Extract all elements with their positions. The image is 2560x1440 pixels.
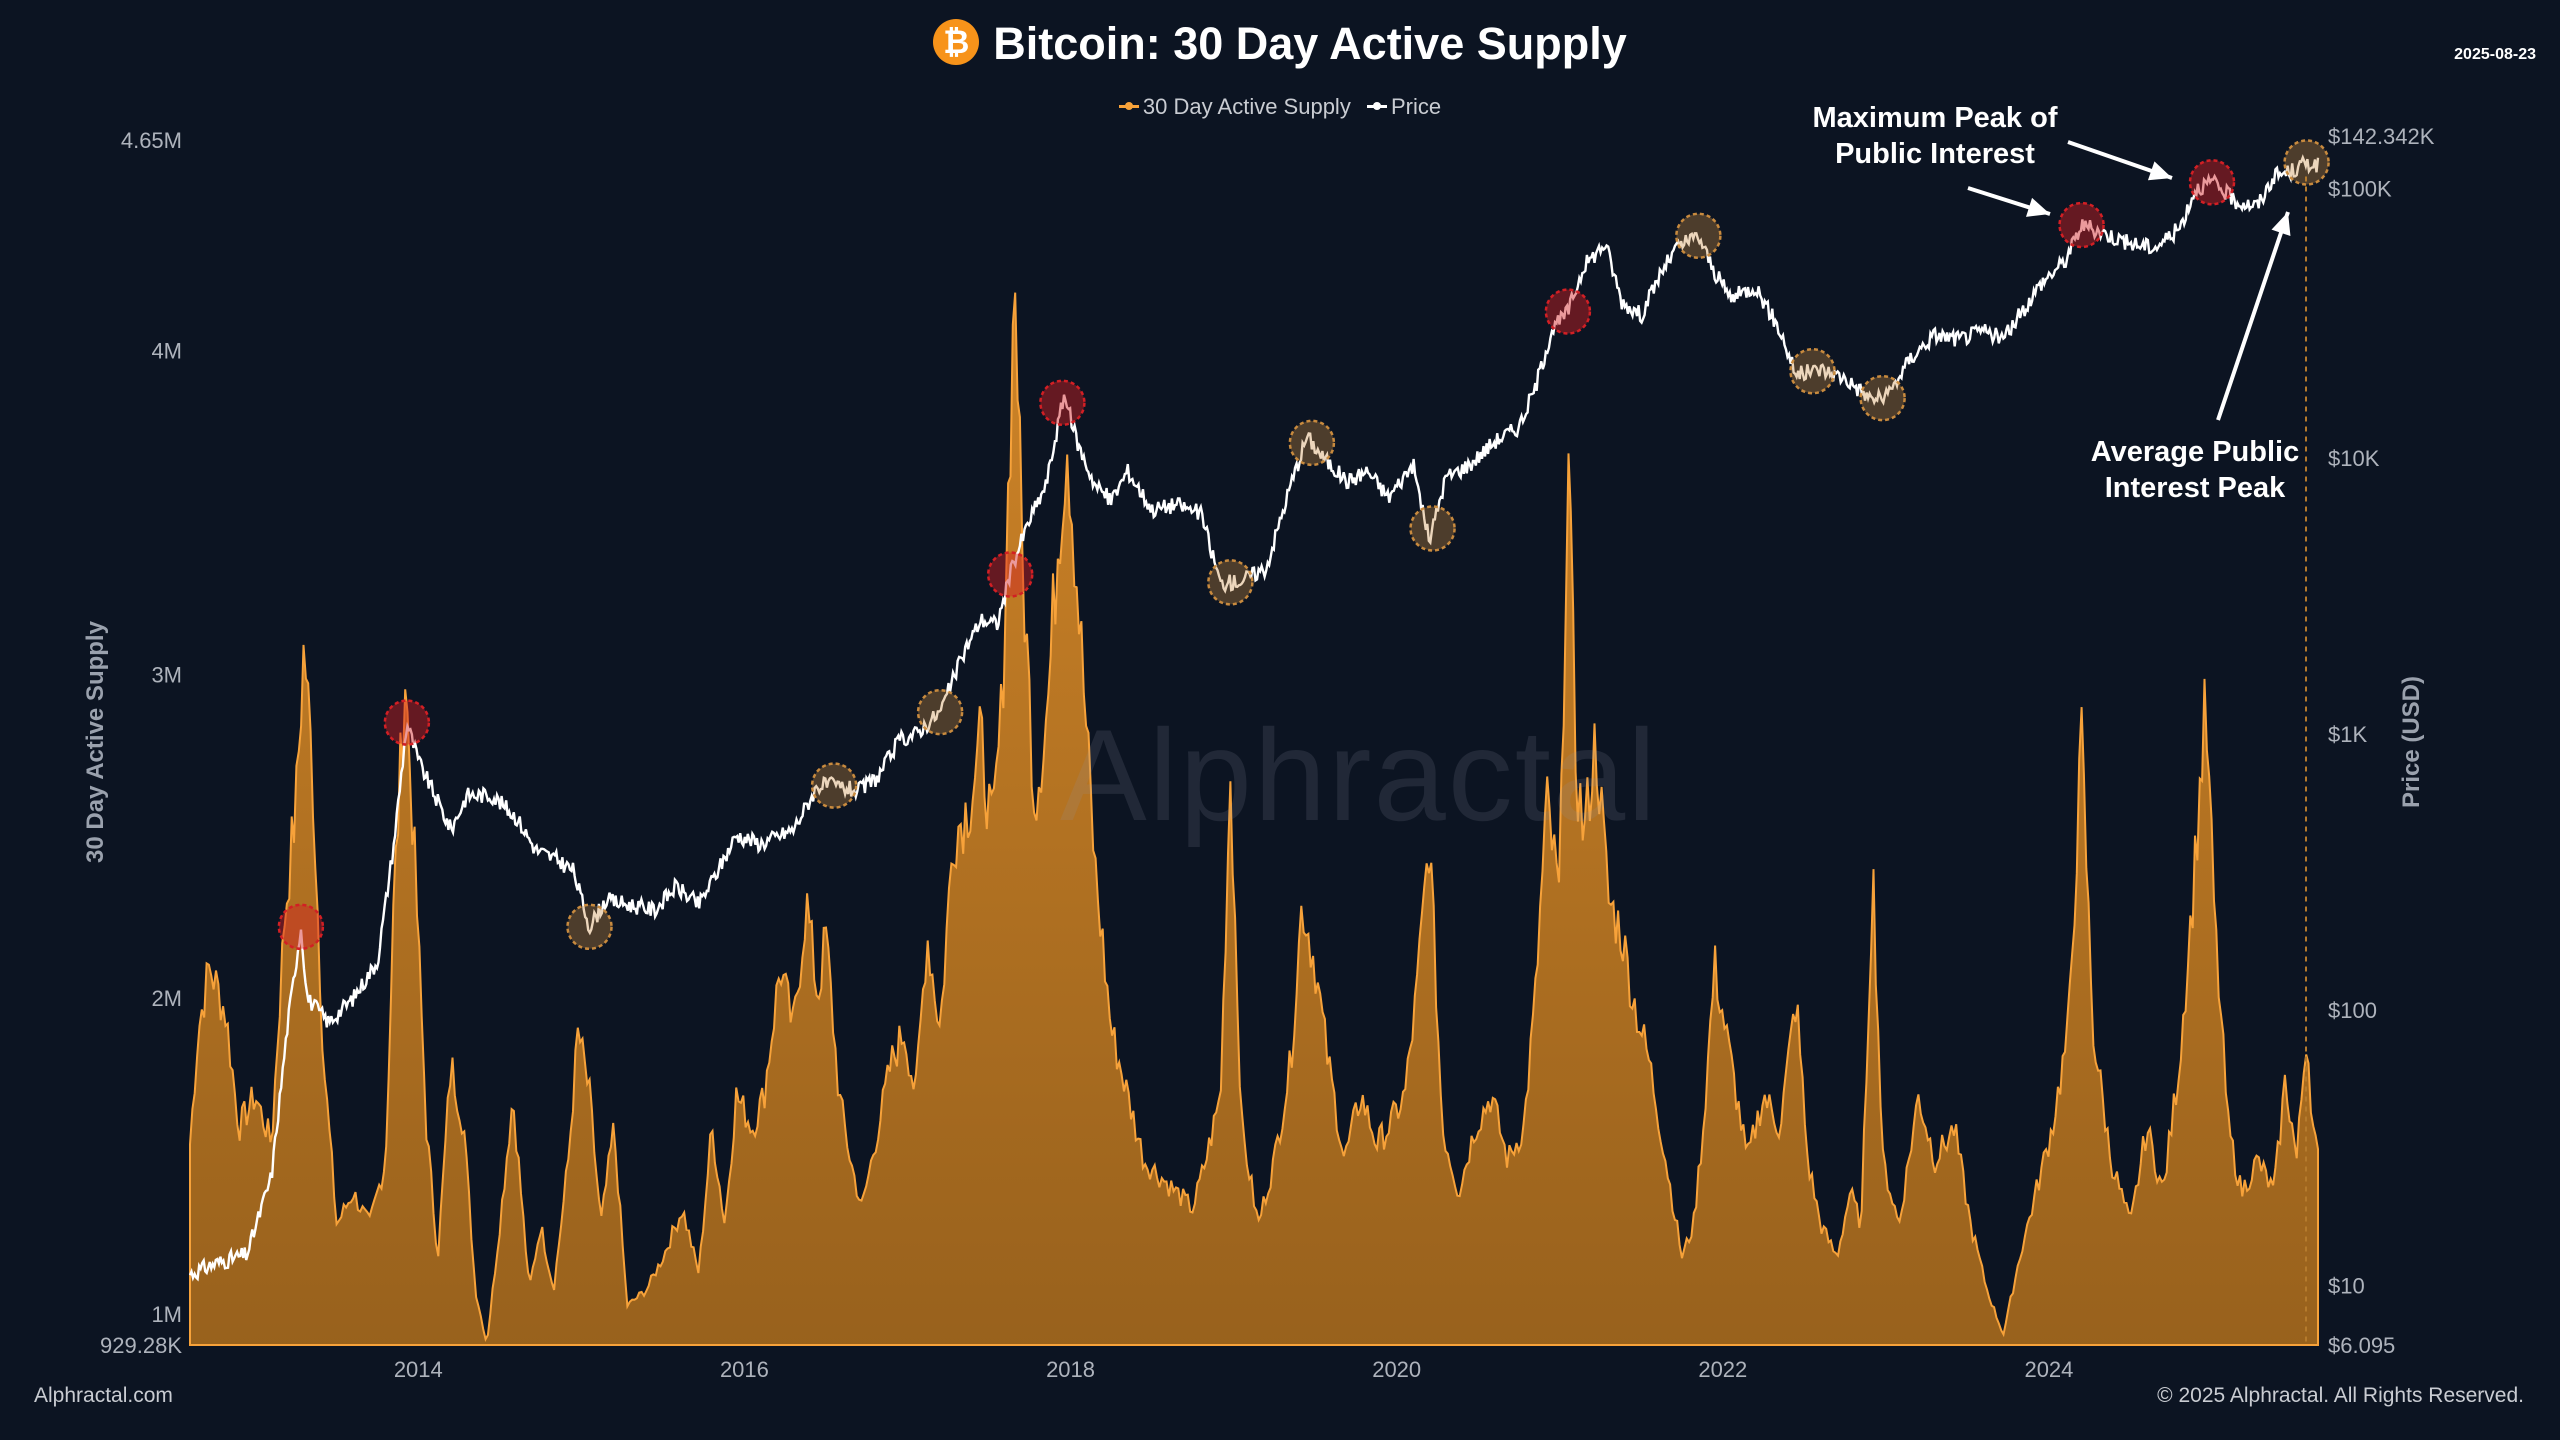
legend: 30 Day Active Supply Price	[0, 88, 2560, 120]
max-peak-marker-3	[1039, 379, 1086, 427]
annotation-avg-peak-line1: Average Public	[2090, 436, 2300, 468]
price-line	[188, 154, 2320, 1282]
max-peak-marker-5	[2058, 201, 2105, 249]
chart-title-wrap: ₿ Bitcoin: 30 Day Active Supply	[0, 18, 2560, 70]
avg-peak-marker-7	[1789, 347, 1836, 395]
date-stamp: 2025-08-23	[2454, 46, 2536, 63]
arrow-avg-peak-head	[2271, 212, 2291, 237]
arrow-avg-peak-shaft	[2216, 211, 2290, 421]
right-tick-label-4: $10K	[2328, 446, 2380, 471]
legend-swatch-price-icon	[1366, 102, 1387, 110]
avg-peak-marker-2	[916, 688, 964, 736]
annotation-avg-peak-line2: Interest Peak	[2104, 472, 2286, 504]
avg-peak-marker-8	[1859, 374, 1906, 422]
avg-peak-marker-5	[1409, 505, 1456, 552]
x-tick-label-3: 2020	[1372, 1357, 1421, 1382]
chart-title: Bitcoin: 30 Day Active Supply	[993, 18, 1627, 69]
avg-peak-marker-1	[810, 762, 858, 809]
right-tick-label-2: $100	[2328, 998, 2377, 1023]
right-axis-title: Price (USD)	[2398, 675, 2425, 809]
left-tick-label-4: 4M	[151, 339, 182, 364]
legend-swatch-supply-icon	[1118, 102, 1139, 110]
x-tick-label-5: 2024	[2024, 1357, 2073, 1382]
legend-item-supply[interactable]: 30 Day Active Supply	[1118, 93, 1351, 120]
avg-peak-marker-3	[1207, 559, 1254, 606]
annotation-avg-peak: Average Public Interest Peak	[2060, 434, 2330, 506]
legend-item-price[interactable]: Price	[1366, 93, 1442, 120]
left-tick-label-3: 3M	[151, 662, 182, 687]
annotation-max-peak: Maximum Peak of Public Interest	[1770, 100, 2100, 172]
avg-peak-marker-4	[1288, 419, 1336, 467]
left-axis-title: 30 Day Active Supply	[82, 621, 109, 863]
avg-peak-marker-0	[566, 903, 613, 951]
max-peak-marker-6	[2188, 159, 2236, 206]
max-peak-marker-0	[277, 903, 325, 951]
legend-label-supply: 30 Day Active Supply	[1142, 93, 1351, 119]
right-tick-label-6: $142.342K	[2328, 124, 2435, 149]
supply-area	[189, 292, 2319, 1346]
x-tick-label-0: 2014	[394, 1357, 443, 1382]
x-tick-label-2: 2018	[1046, 1357, 1095, 1382]
arrow-max-peak-1-head	[2147, 161, 2172, 181]
footer-copyright: © 2025 Alphractal. All Rights Reserved.	[2157, 1384, 2524, 1407]
arrow-max-peak-2-head	[2026, 197, 2050, 217]
annotation-max-peak-line2: Public Interest	[1835, 138, 2035, 170]
watermark: Alphractal	[1060, 702, 1659, 848]
right-tick-label-3: $1K	[2328, 722, 2367, 747]
right-tick-label-1: $10	[2328, 1274, 2365, 1299]
avg-peak-marker-9	[2283, 139, 2330, 186]
avg-peak-marker-6	[1675, 212, 1722, 260]
annotation-max-peak-line1: Maximum Peak of	[1812, 102, 2058, 134]
max-peak-marker-1	[383, 699, 431, 746]
left-tick-label-1: 1M	[151, 1302, 182, 1327]
left-tick-label-5: 4.65M	[121, 128, 182, 153]
right-tick-label-5: $100K	[2328, 176, 2392, 201]
right-tick-label-0: $6.095	[2328, 1333, 2395, 1358]
left-tick-label-0: 929.28K	[100, 1333, 182, 1358]
footer-site[interactable]: Alphractal.com	[34, 1384, 173, 1407]
max-peak-marker-4	[1544, 288, 1592, 335]
legend-label-price: Price	[1390, 93, 1442, 119]
x-tick-label-1: 2016	[720, 1357, 769, 1382]
x-tick-label-4: 2022	[1698, 1357, 1747, 1382]
bitcoin-logo-icon: ₿	[933, 19, 980, 66]
max-peak-marker-2	[986, 551, 1034, 598]
left-tick-label-2: 2M	[151, 986, 182, 1011]
